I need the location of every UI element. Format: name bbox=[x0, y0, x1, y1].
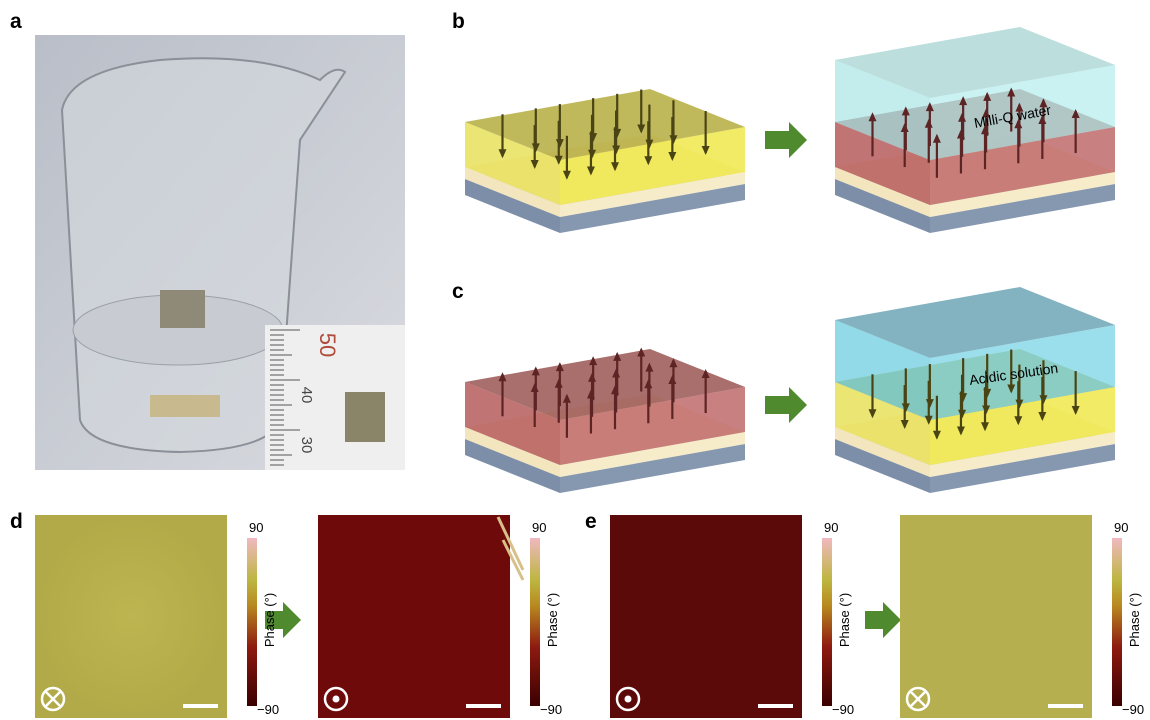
colorbar-title: Phase (°) bbox=[837, 593, 852, 647]
ruler-label: 40 bbox=[298, 387, 315, 404]
colorbar-min: −90 bbox=[540, 702, 562, 717]
sample-edge bbox=[150, 395, 220, 417]
colorbar-title: Phase (°) bbox=[262, 593, 277, 647]
colorbar bbox=[1112, 538, 1122, 706]
inset-sample bbox=[345, 392, 385, 442]
colorbar-min: −90 bbox=[1122, 702, 1144, 717]
process-arrow bbox=[765, 122, 807, 158]
afm-images: 90 −90 Phase (°) 90 −90 Phase (°) 90 −90 Phase (… bbox=[35, 515, 1144, 718]
polarization-symbol bbox=[625, 696, 632, 703]
panel-label: d bbox=[10, 510, 23, 533]
process-arrow bbox=[765, 387, 807, 423]
afm-image bbox=[610, 515, 802, 718]
colorbar-title: Phase (°) bbox=[1127, 593, 1142, 647]
panel-label: c bbox=[452, 280, 464, 303]
colorbar-min: −90 bbox=[832, 702, 854, 717]
colorbar bbox=[530, 538, 540, 706]
colorbar-max: 90 bbox=[824, 520, 838, 535]
colorbar-max: 90 bbox=[532, 520, 546, 535]
panel-label: e bbox=[585, 510, 597, 533]
panel-label: b bbox=[452, 10, 465, 33]
afm-image bbox=[35, 515, 227, 718]
colorbar bbox=[247, 538, 257, 706]
colorbar-min: −90 bbox=[257, 702, 279, 717]
photo-panel-a: 50 40 30 bbox=[35, 35, 405, 470]
ruler-label: 50 bbox=[315, 333, 340, 357]
ruler-label: 30 bbox=[298, 437, 315, 454]
sample bbox=[160, 290, 205, 328]
polarization-symbol bbox=[333, 696, 340, 703]
colorbar-max: 90 bbox=[249, 520, 263, 535]
figure: 50 40 30 a b c d e Milli-Q water Acidic … bbox=[0, 0, 1150, 720]
process-arrow bbox=[865, 602, 901, 638]
page: 50 40 30 a b c d e Milli-Q water Acidic … bbox=[0, 0, 1150, 720]
colorbar-max: 90 bbox=[1114, 520, 1128, 535]
afm-image bbox=[318, 515, 510, 718]
afm-image bbox=[900, 515, 1092, 718]
panel-label: a bbox=[10, 10, 22, 33]
colorbar-title: Phase (°) bbox=[545, 593, 560, 647]
colorbar bbox=[822, 538, 832, 706]
